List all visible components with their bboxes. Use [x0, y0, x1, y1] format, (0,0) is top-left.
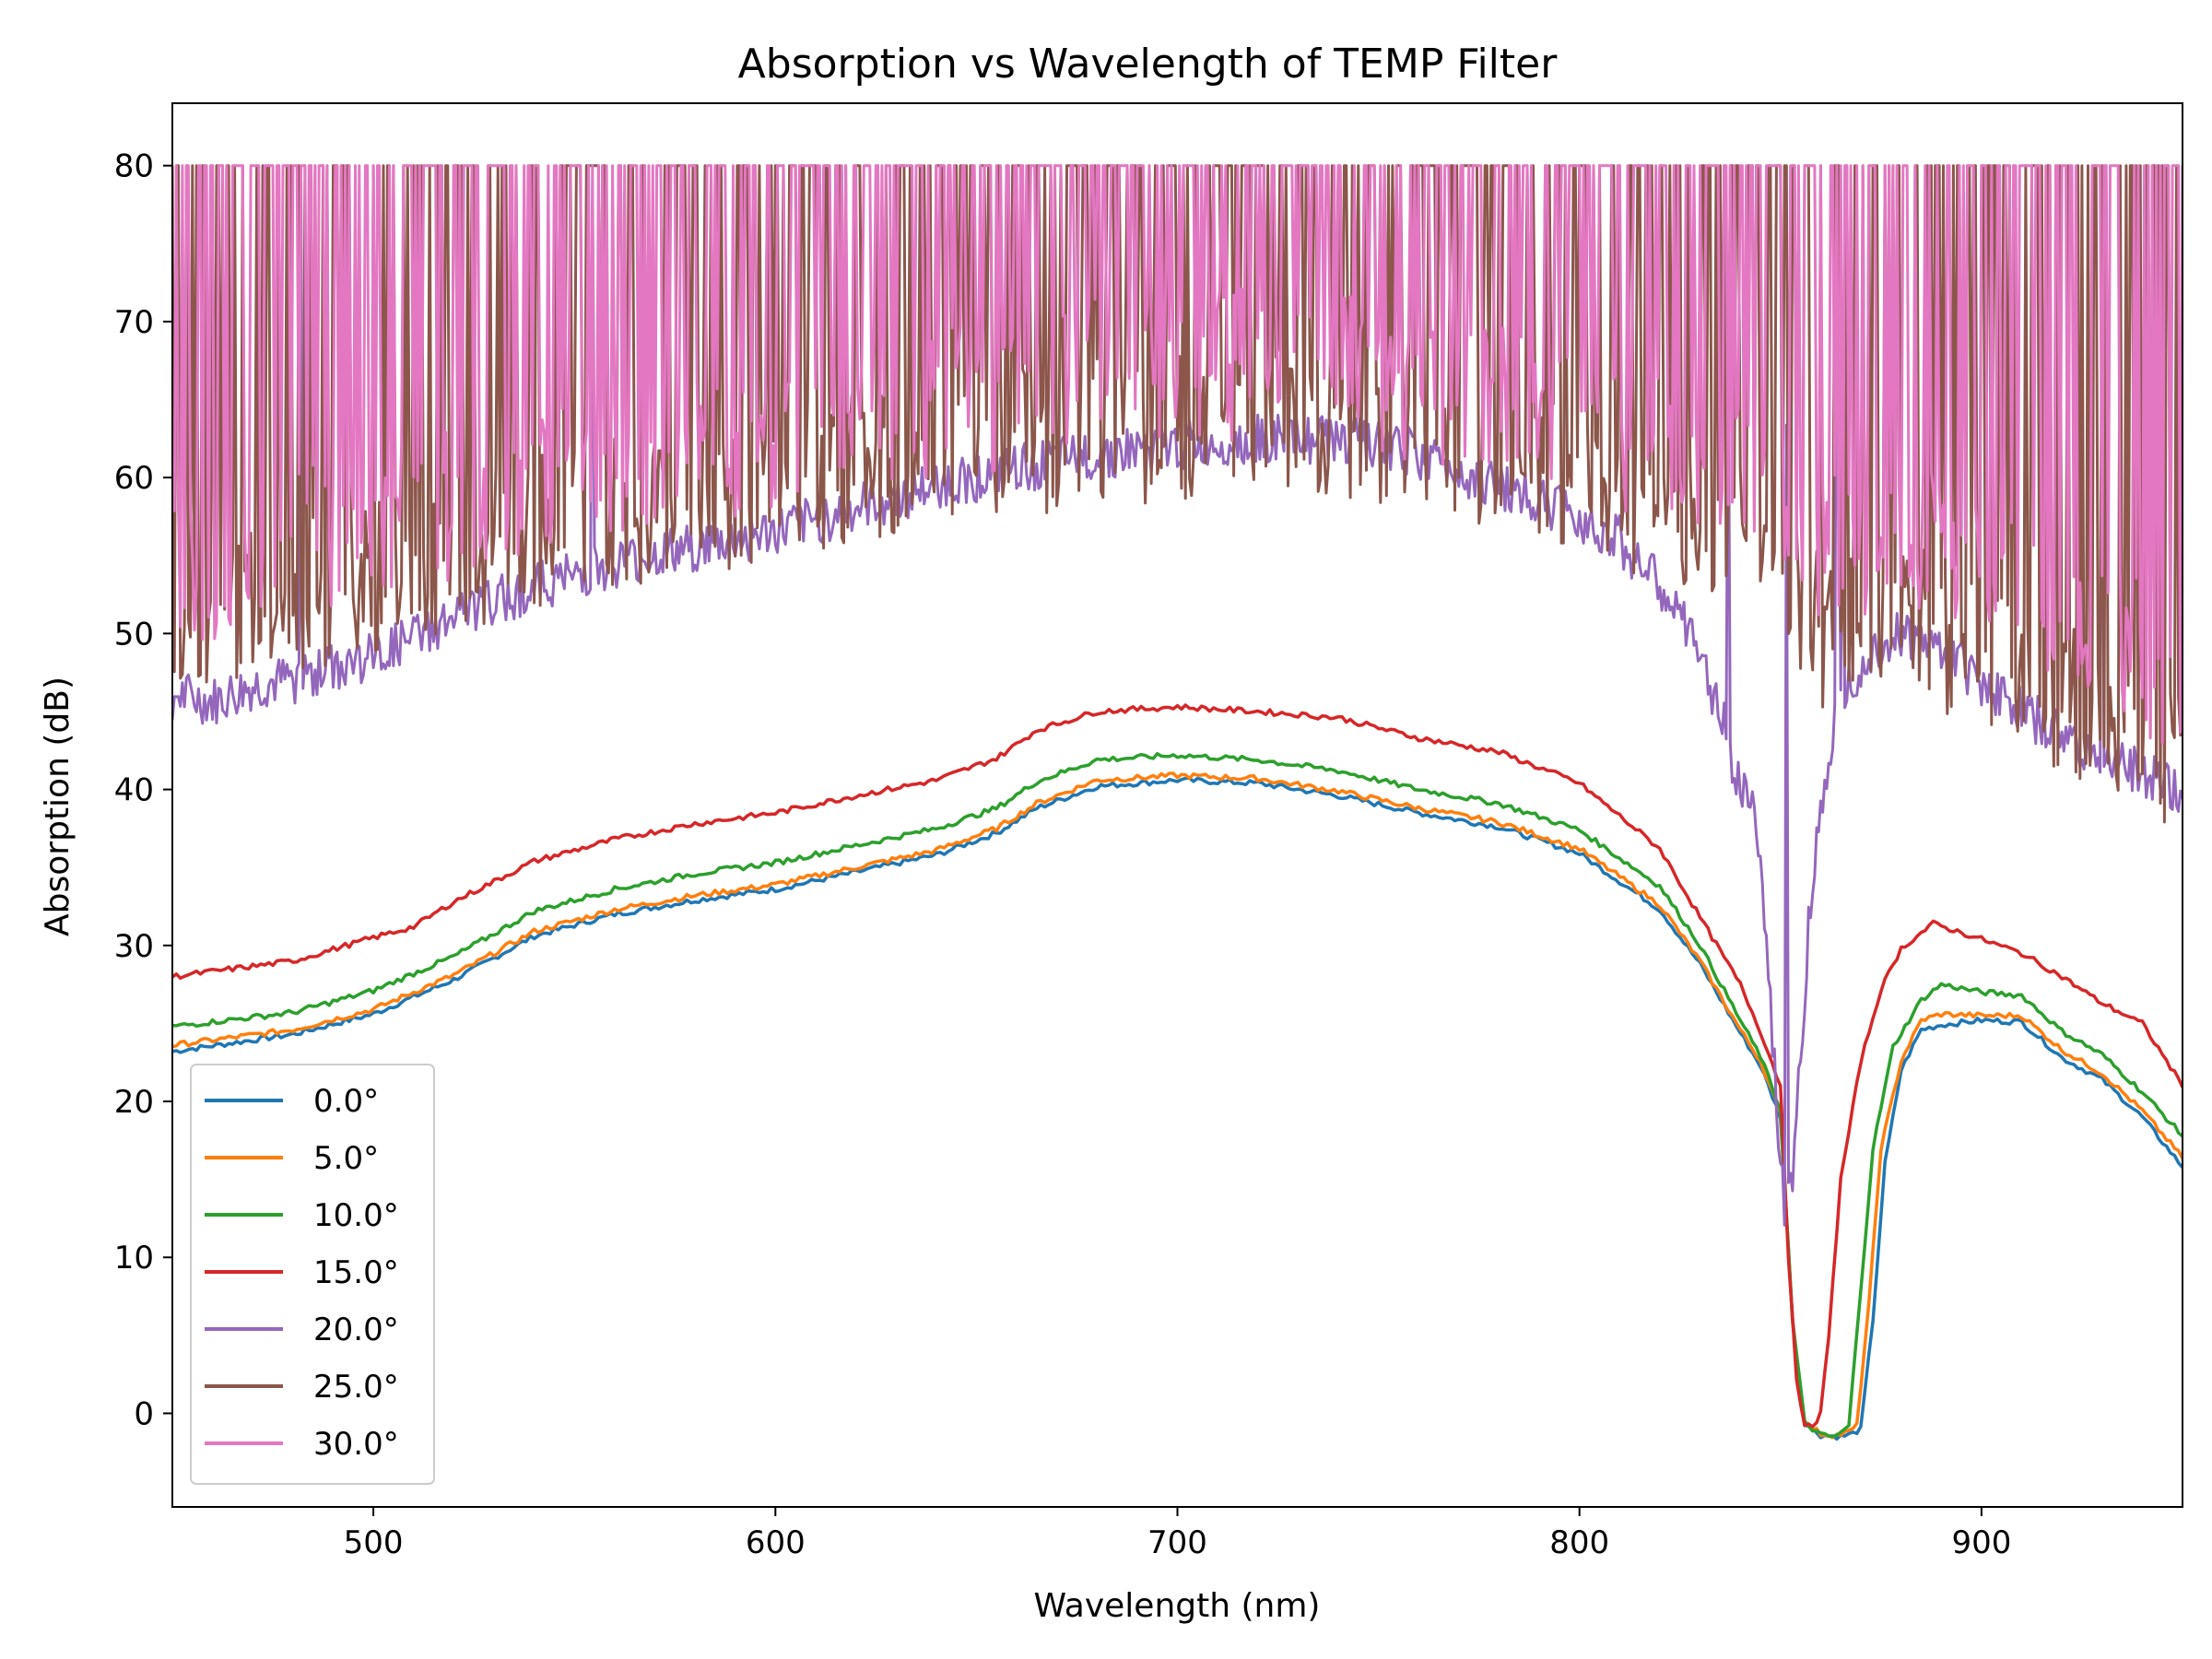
y-tick-label: 40: [114, 772, 154, 809]
y-tick-label: 30: [114, 928, 154, 965]
legend-label: 25.0°: [313, 1369, 399, 1406]
x-axis-label: Wavelength (nm): [1034, 1587, 1321, 1625]
legend-label: 15.0°: [313, 1254, 399, 1291]
series-line-5-0-deg: [172, 771, 2183, 1440]
series-line-0-0-deg: [172, 776, 2183, 1441]
series-line-15-0-deg: [172, 703, 2183, 1429]
series-layer: [172, 164, 2183, 1441]
legend-label: 0.0°: [313, 1083, 379, 1120]
y-tick-label: 10: [114, 1240, 154, 1277]
legend-label: 20.0°: [313, 1312, 399, 1348]
y-tick-label: 0: [134, 1395, 154, 1432]
x-tick-label: 600: [746, 1524, 806, 1561]
y-tick-label: 50: [114, 616, 154, 653]
legend-box: [190, 1064, 435, 1485]
y-tick-label: 20: [114, 1084, 154, 1121]
y-axis-label: Absorption (dB): [39, 677, 76, 936]
legend-label: 10.0°: [313, 1197, 399, 1234]
x-tick-label: 700: [1147, 1524, 1207, 1561]
legend-label: 30.0°: [313, 1426, 399, 1463]
x-axis-ticks: 500 600 700 800 900: [344, 1507, 2011, 1561]
legend: 0.0° 5.0° 10.0° 15.0° 20.0° 25.0° 30.0°: [190, 1064, 435, 1485]
y-tick-label: 80: [114, 148, 154, 185]
x-tick-label: 500: [344, 1524, 404, 1561]
y-tick-label: 60: [114, 460, 154, 497]
chart-title: Absorption vs Wavelength of TEMP Filter: [738, 41, 1559, 88]
y-tick-label: 70: [114, 304, 154, 341]
y-axis-ticks: 0 10 20 30 40 50 60 70 80: [114, 148, 172, 1432]
series-line-30-0-deg: [172, 164, 2183, 745]
series-line-10-0-deg: [172, 751, 2183, 1439]
x-tick-label: 800: [1549, 1524, 1609, 1561]
series-line-20-0-deg: [172, 177, 2183, 1227]
legend-label: 5.0°: [313, 1140, 379, 1177]
x-tick-label: 900: [1951, 1524, 2011, 1561]
